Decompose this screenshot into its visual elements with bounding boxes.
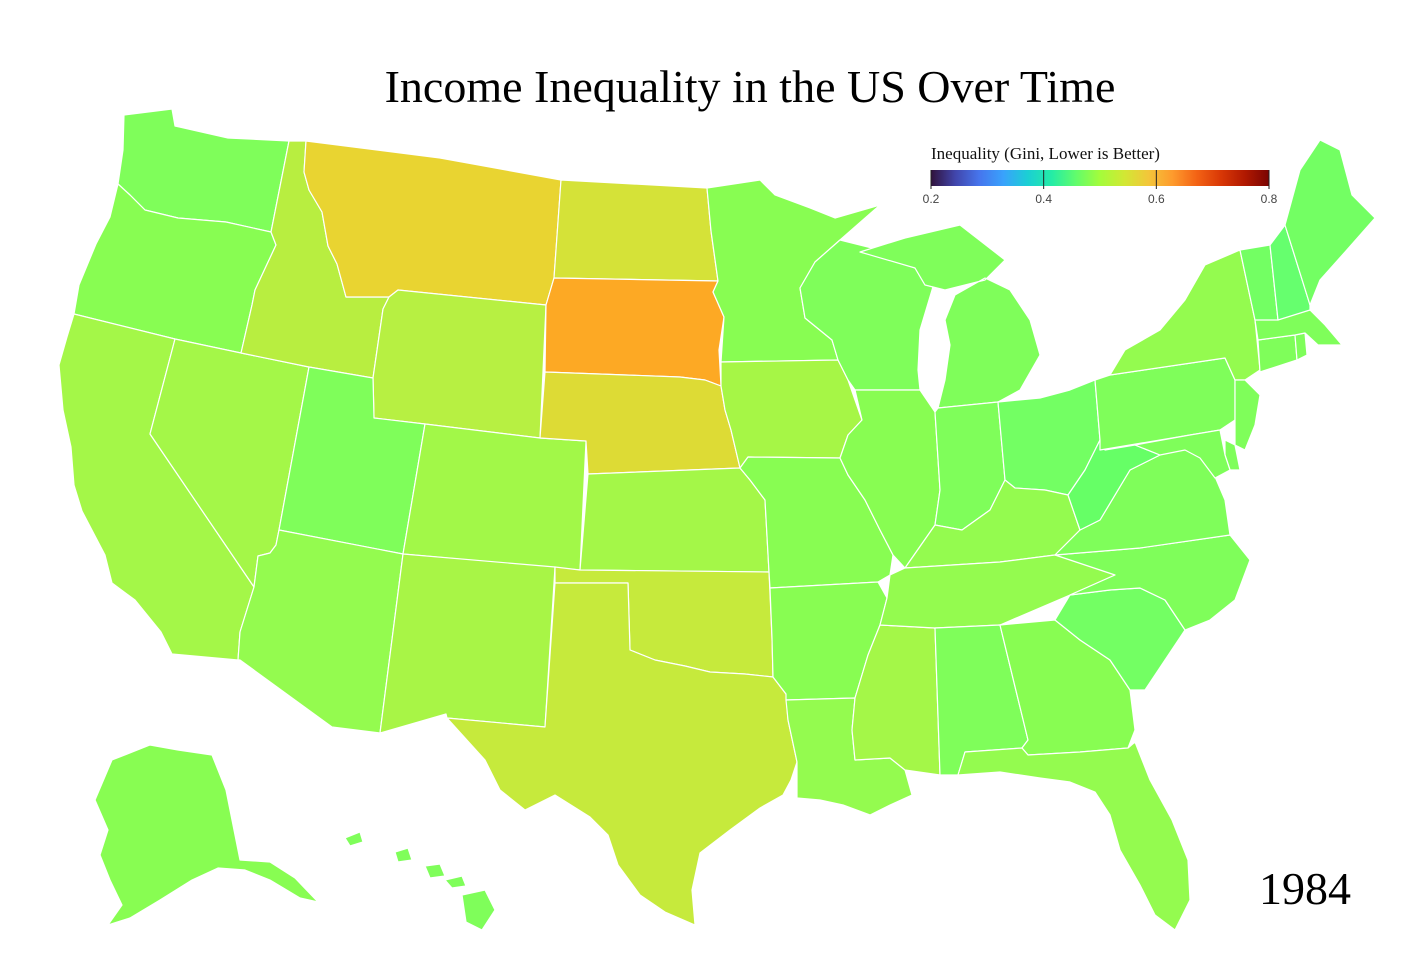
state-new-jersey[interactable] xyxy=(1234,379,1261,451)
legend-tick-label: 0.8 xyxy=(1261,192,1278,206)
state-wyoming[interactable] xyxy=(372,289,547,439)
map-title: Income Inequality in the US Over Time xyxy=(385,61,1116,112)
legend-gradient-bar xyxy=(931,170,1269,186)
legend-tick-label: 0.2 xyxy=(923,192,940,206)
state-maryland[interactable] xyxy=(1134,429,1231,479)
state-south-dakota[interactable] xyxy=(544,277,725,387)
state-north-dakota[interactable] xyxy=(553,179,719,282)
state-michigan[interactable] xyxy=(859,224,1041,409)
legend-title: Inequality (Gini, Lower is Better) xyxy=(931,144,1160,163)
legend-ticks: 0.2 0.4 0.6 0.8 xyxy=(923,170,1278,206)
state-montana[interactable] xyxy=(303,140,562,306)
state-iowa[interactable] xyxy=(720,359,863,469)
state-arizona[interactable] xyxy=(237,529,404,734)
states-layer xyxy=(58,108,1376,931)
state-alaska[interactable] xyxy=(94,744,319,926)
year-label: 1984 xyxy=(1259,863,1351,914)
legend-tick-label: 0.6 xyxy=(1148,192,1165,206)
state-rhode-island[interactable] xyxy=(1294,332,1308,361)
state-hawaii[interactable] xyxy=(344,831,496,931)
color-legend: Inequality (Gini, Lower is Better) 0.2 0.… xyxy=(923,144,1278,206)
state-new-hampshire[interactable] xyxy=(1269,224,1311,321)
state-florida[interactable] xyxy=(957,741,1191,931)
state-new-mexico[interactable] xyxy=(379,553,556,734)
state-colorado[interactable] xyxy=(402,423,587,571)
legend-tick-label: 0.4 xyxy=(1035,192,1052,206)
state-maine[interactable] xyxy=(1284,139,1376,306)
state-new-york[interactable] xyxy=(1109,249,1261,381)
state-kansas[interactable] xyxy=(579,467,770,573)
state-texas[interactable] xyxy=(446,582,798,926)
state-connecticut[interactable] xyxy=(1257,334,1298,373)
